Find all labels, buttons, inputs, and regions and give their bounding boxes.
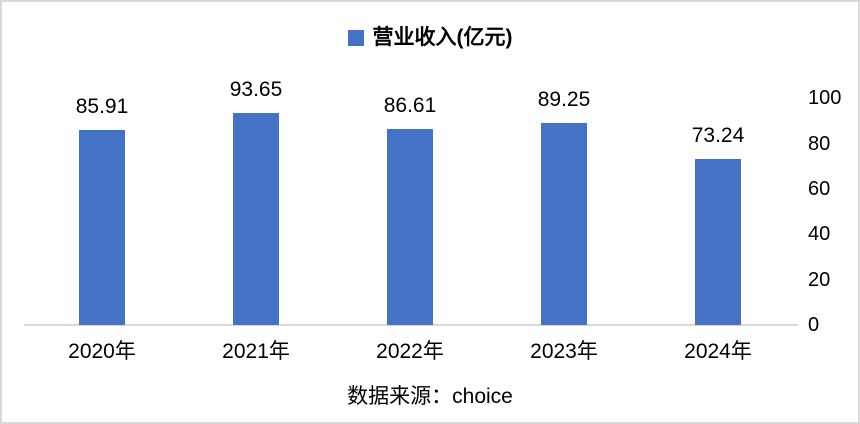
legend-marker-icon [347, 30, 364, 46]
data-label-2020年: 85.91 [75, 95, 129, 118]
legend-label: 营业收入(亿元) [372, 26, 513, 49]
x-axis-label-2021年: 2021年 [222, 340, 290, 363]
bar-2022年 [387, 129, 433, 325]
x-axis-label-2023年: 2023年 [530, 340, 598, 363]
bar-2020年 [79, 130, 125, 325]
data-label-2021年: 93.65 [229, 78, 283, 101]
y-axis-tick-20: 20 [808, 268, 831, 291]
bar-2023年 [541, 123, 587, 325]
y-axis-tick-100: 100 [808, 87, 842, 110]
x-axis-label-2022年: 2022年 [376, 340, 444, 363]
data-label-2024年: 73.24 [691, 124, 745, 147]
data-label-2022年: 86.61 [383, 94, 437, 117]
legend: 营业收入(亿元) [2, 26, 858, 50]
y-axis-tick-40: 40 [808, 223, 831, 246]
x-axis-label-2020年: 2020年 [68, 340, 136, 363]
y-axis-tick-60: 60 [808, 178, 831, 201]
bar-2021年 [233, 113, 279, 325]
x-axis-line [24, 324, 798, 326]
bar-2024年 [695, 159, 741, 325]
y-axis-tick-80: 80 [808, 132, 831, 155]
x-axis-label-2024年: 2024年 [684, 340, 752, 363]
source-caption: 数据来源：choice [347, 385, 513, 408]
data-label-2023年: 89.25 [537, 88, 591, 111]
y-axis-tick-0: 0 [808, 314, 820, 336]
